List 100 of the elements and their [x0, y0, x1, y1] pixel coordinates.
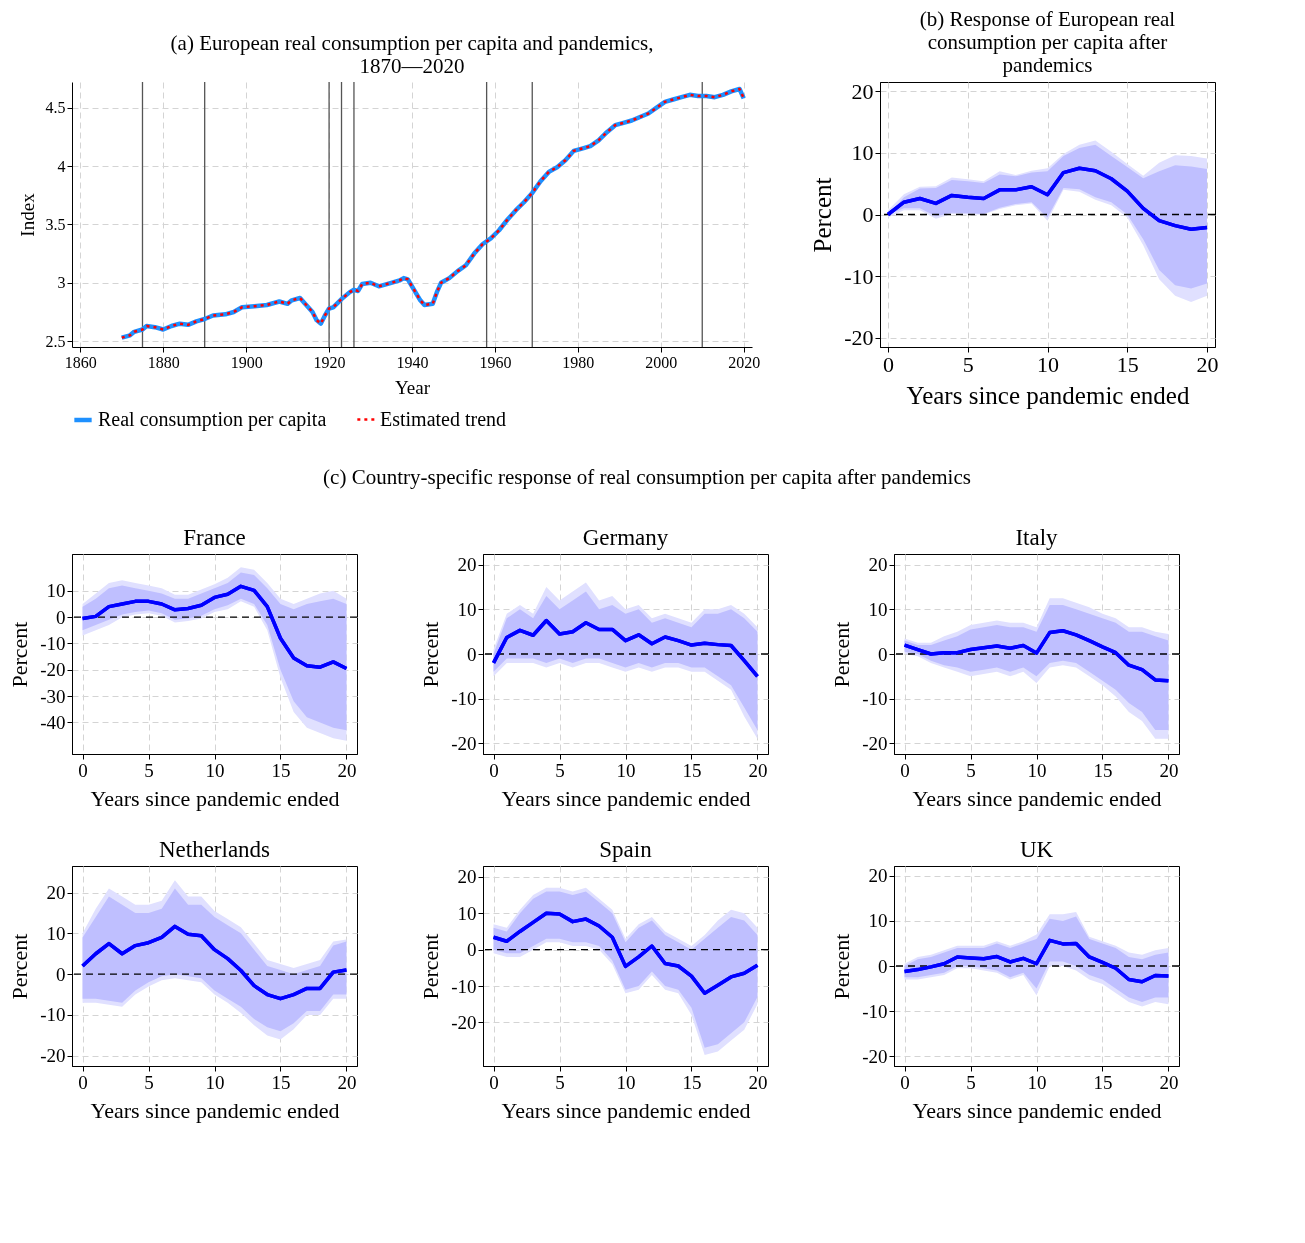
y-axis-title: Index: [16, 192, 38, 237]
x-tick-label: 5: [144, 1071, 154, 1093]
x-tick-label: 15: [271, 759, 291, 781]
y-tick-label: 10: [457, 902, 477, 924]
x-axis-title: Years since pandemic ended: [906, 381, 1190, 409]
x-tick-label: 5: [966, 1071, 976, 1093]
y-tick-label: -20: [40, 659, 66, 681]
x-tick-label: 10: [616, 1071, 636, 1093]
x-axis-title: Years since pandemic ended: [90, 785, 340, 811]
y-tick-label: 10: [46, 580, 66, 602]
x-axis-title: Year: [394, 376, 431, 398]
y-tick-label: 20: [457, 554, 477, 576]
x-tick-label: 5: [555, 759, 565, 781]
legend-label: Estimated trend: [380, 407, 507, 430]
x-tick-label: 15: [1093, 1071, 1113, 1093]
y-tick-label: 20: [868, 865, 888, 887]
y-tick-label: 0: [56, 606, 66, 628]
y-tick-label: 0: [862, 202, 874, 227]
x-tick-label: 20: [1159, 1071, 1179, 1093]
chart-title: Netherlands: [158, 837, 271, 862]
y-tick-label: 0: [56, 963, 66, 985]
x-tick-label: 1960: [479, 353, 512, 371]
y-tick-label: -20: [40, 1045, 66, 1067]
x-tick-label: 10: [616, 759, 636, 781]
x-tick-label: 20: [1196, 351, 1219, 377]
y-tick-label: 3.5: [45, 215, 66, 233]
y-tick-label: 0: [878, 955, 888, 977]
y-tick-label: -20: [862, 732, 888, 754]
y-tick-label: 0: [467, 939, 477, 961]
y-tick-label: 2.5: [45, 332, 66, 350]
y-tick-label: 0: [467, 643, 477, 665]
y-tick-label: -20: [451, 732, 477, 754]
x-tick-label: 2020: [728, 353, 761, 371]
y-tick-label: -40: [40, 711, 66, 733]
y-tick-label: 20: [851, 78, 874, 104]
y-tick-label: 20: [868, 554, 888, 576]
x-tick-label: 2000: [645, 353, 678, 371]
x-tick-label: 20: [337, 759, 357, 781]
x-tick-label: 20: [1159, 759, 1179, 781]
x-axis-title: Years since pandemic ended: [912, 1097, 1162, 1123]
x-tick-label: 10: [205, 1071, 225, 1093]
x-tick-label: 10: [1027, 759, 1047, 781]
y-tick-label: 4: [57, 157, 66, 175]
x-tick-label: 0: [489, 1071, 499, 1093]
chart-title: UK: [1019, 837, 1054, 862]
y-tick-label: 10: [868, 598, 888, 620]
x-tick-label: 1860: [64, 353, 97, 371]
x-tick-label: 1880: [147, 353, 180, 371]
y-tick-label: 20: [46, 882, 66, 904]
y-axis-title: Percent: [418, 621, 444, 688]
x-tick-label: 20: [748, 1071, 768, 1093]
x-tick-label: 0: [900, 759, 910, 781]
x-axis-title: Years since pandemic ended: [501, 785, 751, 811]
y-axis-title: Percent: [7, 933, 33, 1000]
y-tick-label: -20: [844, 325, 874, 351]
y-tick-label: 10: [868, 910, 888, 932]
legend-label: Real consumption per capita: [98, 408, 327, 431]
y-axis-title: Percent: [829, 621, 855, 688]
x-tick-label: 5: [555, 1071, 565, 1093]
y-tick-label: -10: [862, 688, 888, 710]
y-tick-label: -30: [40, 685, 66, 707]
x-axis-title: Years since pandemic ended: [912, 785, 1162, 811]
y-tick-label: 0: [878, 643, 888, 665]
y-tick-label: -20: [862, 1045, 888, 1067]
chart-title: (b) Response of European real consumption per capita after pandemics: [919, 7, 1176, 78]
x-tick-label: 0: [78, 759, 88, 781]
y-tick-label: 20: [457, 866, 477, 888]
x-tick-label: 15: [682, 759, 702, 781]
x-tick-label: 1980: [562, 353, 595, 371]
x-tick-label: 1940: [396, 353, 429, 371]
y-tick-label: -10: [844, 263, 874, 289]
y-tick-label: -10: [862, 1000, 888, 1022]
chart-title: Spain: [599, 837, 653, 862]
y-tick-label: 3: [57, 274, 66, 292]
x-tick-label: 5: [962, 351, 974, 377]
x-tick-label: 10: [1037, 351, 1059, 377]
x-tick-label: 10: [1027, 1071, 1047, 1093]
y-axis-title: Percent: [829, 933, 855, 1000]
x-tick-label: 0: [489, 759, 499, 781]
chart-title: Italy: [1015, 525, 1059, 550]
chart-title: (a) European real consumption per capita and pandemics, 1870—2020: [170, 31, 654, 79]
chart-title: France: [183, 525, 246, 550]
x-tick-label: 15: [682, 1071, 702, 1093]
x-tick-label: 5: [144, 759, 154, 781]
x-tick-label: 1920: [313, 353, 346, 371]
x-tick-label: 10: [205, 759, 225, 781]
y-axis-title: Percent: [809, 177, 837, 253]
x-tick-label: 20: [337, 1071, 357, 1093]
y-tick-label: 10: [851, 140, 874, 166]
y-tick-label: -20: [451, 1011, 477, 1033]
y-tick-label: 10: [457, 598, 477, 620]
chart-title: Germany: [582, 525, 669, 550]
y-tick-label: -10: [40, 632, 66, 654]
x-tick-label: 15: [271, 1071, 291, 1093]
x-tick-label: 1900: [230, 353, 263, 371]
y-axis-title: Percent: [418, 933, 444, 1000]
x-axis-title: Years since pandemic ended: [501, 1097, 751, 1123]
y-tick-label: -10: [451, 688, 477, 710]
y-tick-label: 4.5: [45, 99, 66, 117]
y-tick-label: -10: [40, 1004, 66, 1026]
